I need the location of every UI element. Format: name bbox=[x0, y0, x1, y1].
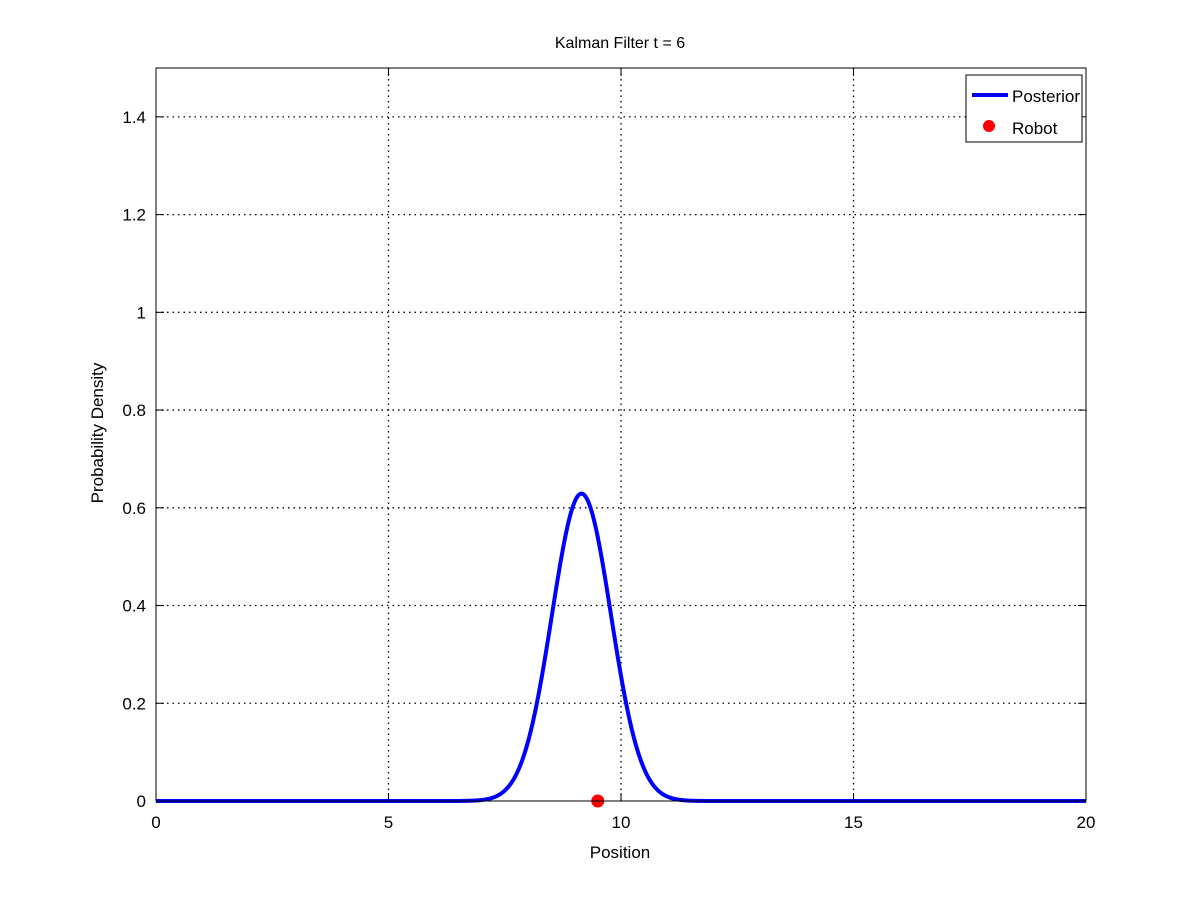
legend-box bbox=[965, 74, 1083, 143]
x-tick-label: 15 bbox=[844, 813, 863, 832]
legend-posterior-label: Posterior bbox=[1012, 87, 1080, 106]
x-tick-label: 0 bbox=[151, 813, 160, 832]
y-tick-label: 0.2 bbox=[122, 694, 146, 713]
y-tick-label: 0.4 bbox=[122, 597, 146, 616]
chart-title: Kalman Filter t = 6 bbox=[555, 35, 685, 52]
y-tick-label: 1.4 bbox=[122, 108, 146, 127]
x-tick-label: 5 bbox=[384, 813, 393, 832]
legend-robot-label: Robot bbox=[1012, 119, 1058, 138]
y-tick-label: 0.8 bbox=[122, 401, 146, 420]
y-axis-label: Probability Density bbox=[88, 362, 107, 503]
legend: Posterior Robot bbox=[965, 74, 1083, 143]
legend-robot-swatch bbox=[983, 120, 995, 132]
y-tick-label: 1.2 bbox=[122, 206, 146, 225]
axes-background bbox=[156, 68, 1086, 801]
ticks: 0 5 10 15 20 0 0.2 0.4 0.6 0.8 1 1.2 1.4 bbox=[122, 68, 1095, 832]
x-axis-label: Position bbox=[590, 843, 650, 862]
x-tick-label: 10 bbox=[612, 813, 631, 832]
plot-area: 0 5 10 15 20 0 0.2 0.4 0.6 0.8 1 1.2 1.4 bbox=[122, 67, 1095, 832]
y-tick-label: 0 bbox=[137, 792, 146, 811]
y-tick-label: 0.6 bbox=[122, 499, 146, 518]
x-tick-label: 20 bbox=[1077, 813, 1096, 832]
y-tick-label: 1 bbox=[137, 303, 146, 322]
